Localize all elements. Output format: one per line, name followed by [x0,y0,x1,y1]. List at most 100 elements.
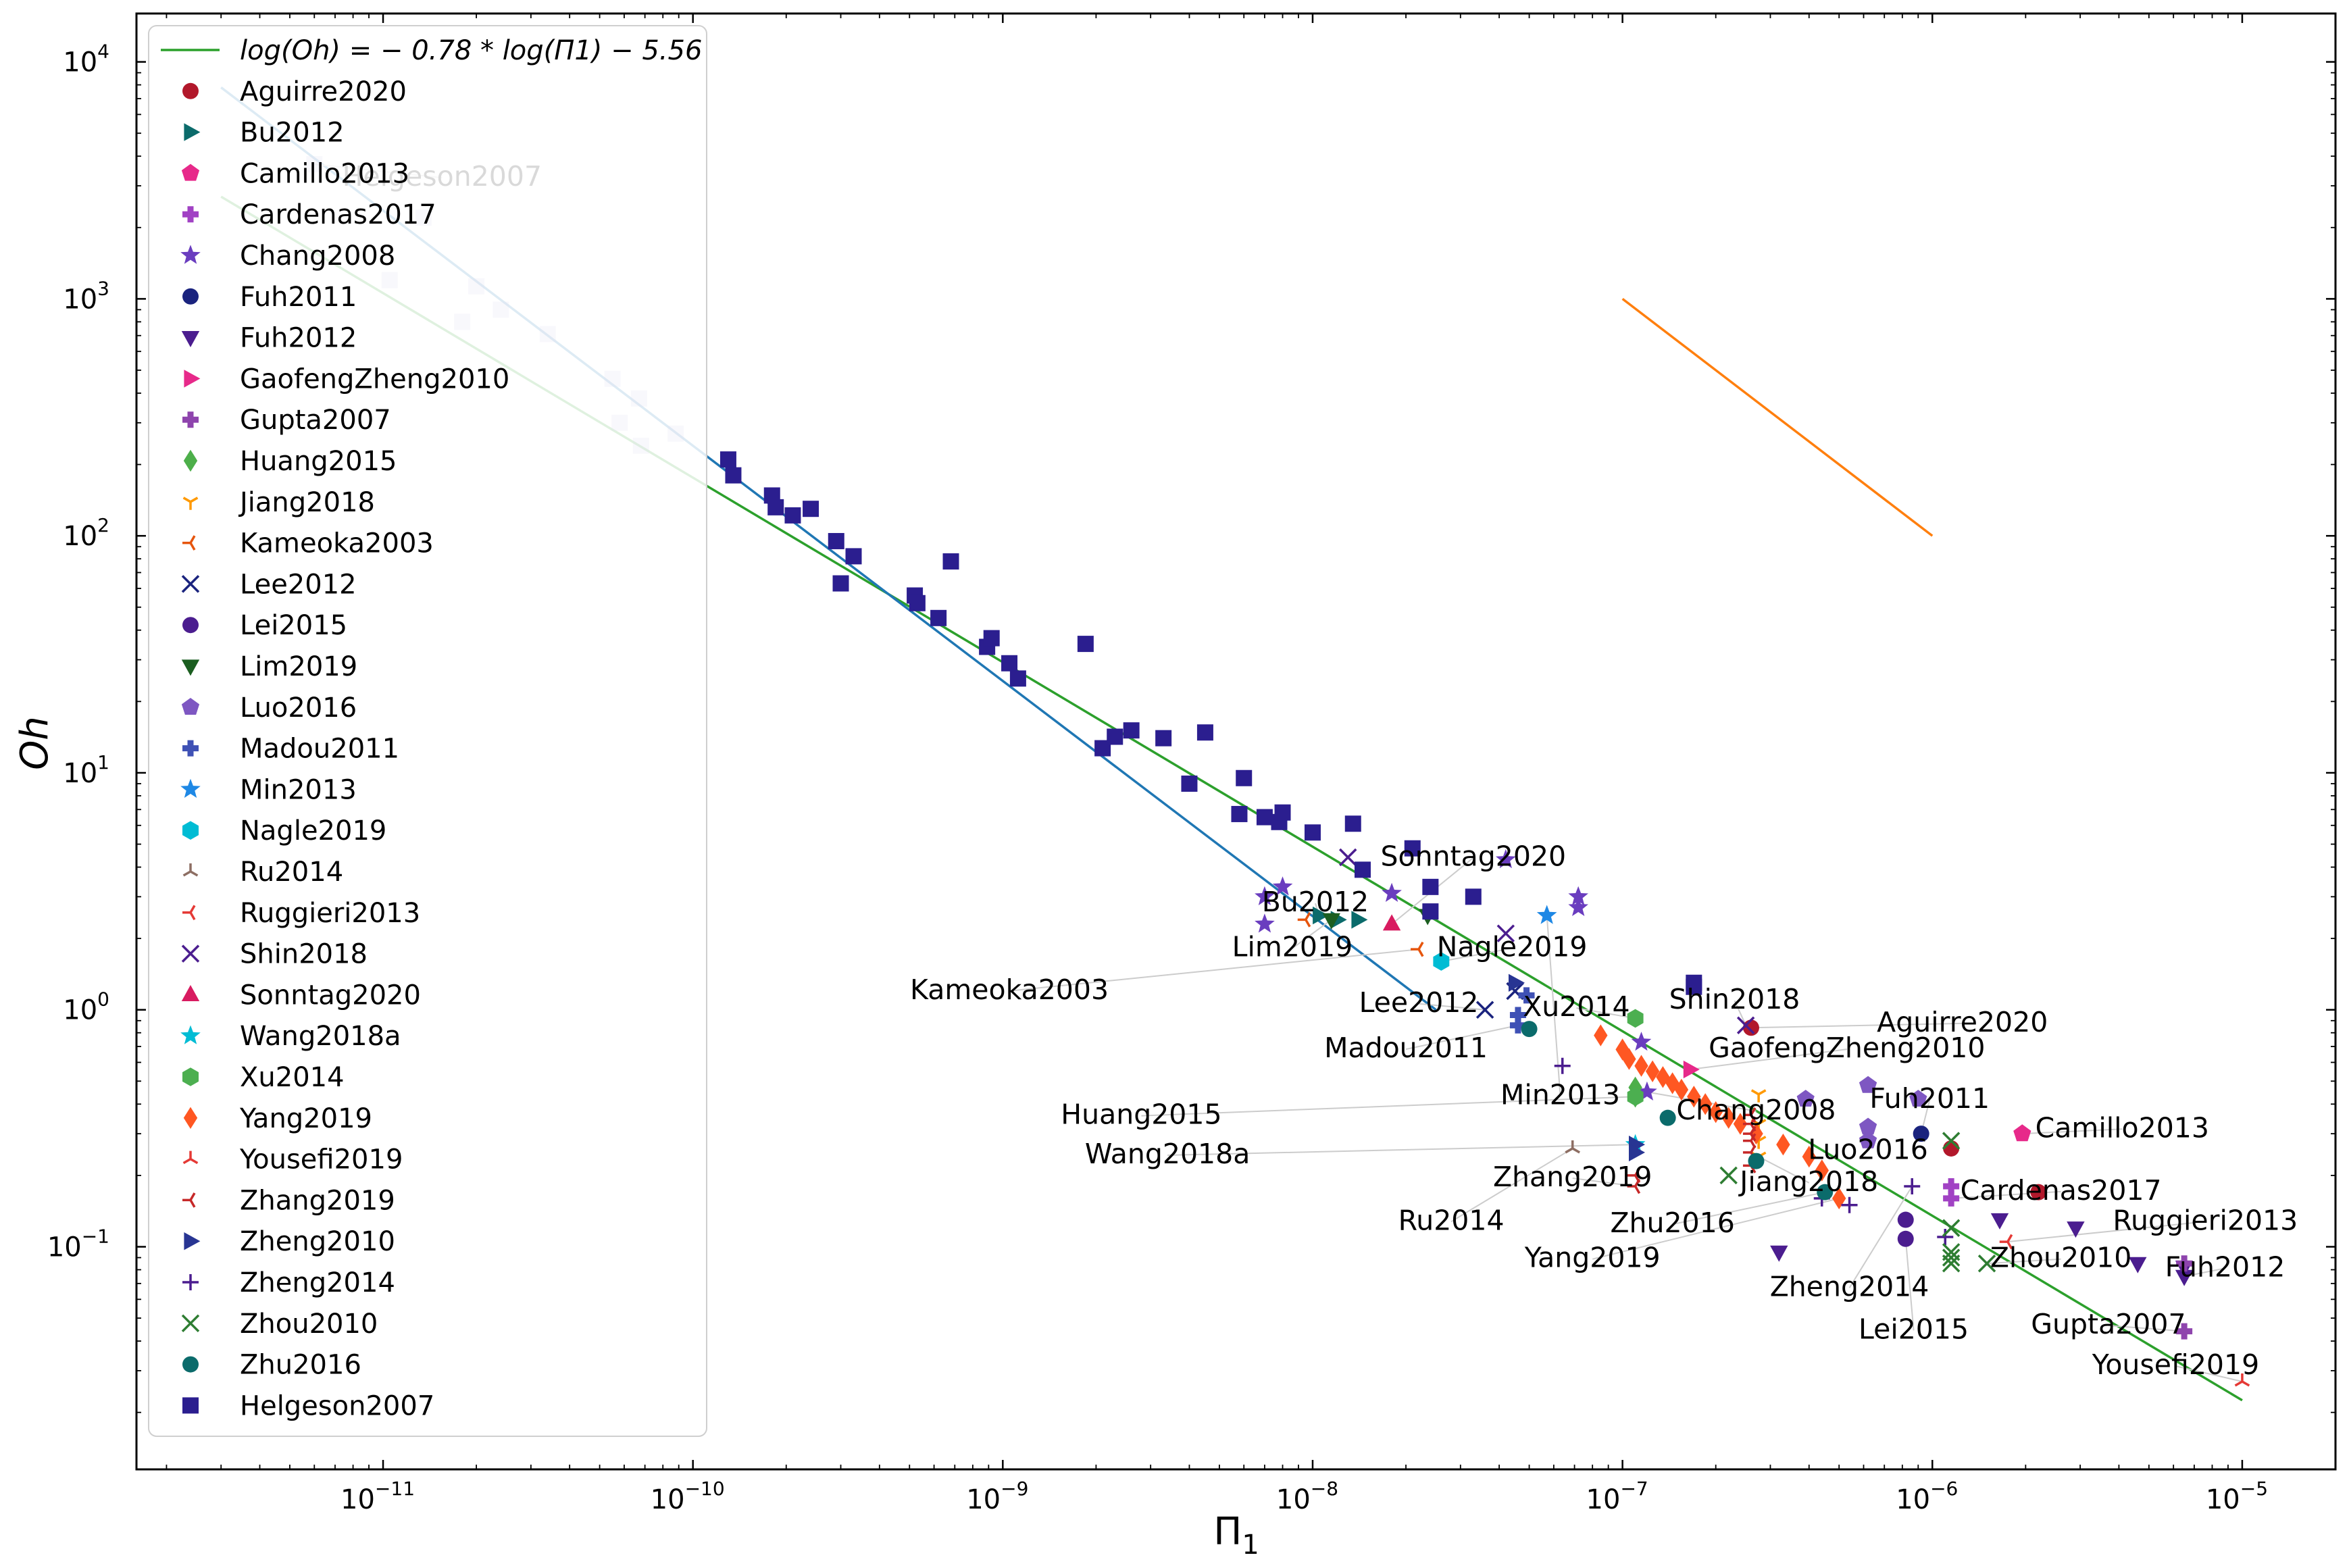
series-fuh2011 [1913,1126,1929,1142]
point-chang2008 [1637,1081,1657,1101]
point-shin2018 [1496,924,1515,942]
point-madou2011 [1518,987,1535,1004]
point-helgeson2007 [1196,724,1213,741]
legend-entry-yousefi2019: Yousefi2019 [182,1144,403,1175]
point-sonntag2020 [1382,914,1401,931]
annotation-leaders [314,163,2243,1382]
legend-marker-sonntag2020 [181,985,200,1001]
point-chang2008 [1255,913,1275,933]
legend-entry-ru2014: Ru2014 [182,857,343,888]
x-tick-label: 10−7 [1586,1477,1648,1515]
point-chang2008 [1568,886,1588,905]
annotation-lee2012: Lee2012 [1359,986,1479,1019]
legend-entry-yang2019: Yang2019 [183,1103,372,1134]
legend-entry-gupta2007: Gupta2007 [182,405,391,436]
legend-label-gaofengzheng2010: GaofengZheng2010 [240,363,509,395]
annotation-aguirre2020: Aguirre2020 [1877,1006,2048,1038]
legend-label-bu2012: Bu2012 [240,118,345,149]
legend-entry-zhou2010: Zhou2010 [181,1309,378,1340]
legend-entry-fuh2012: Fuh2012 [181,323,357,354]
point-helgeson2007 [1422,878,1439,895]
point-yang2019 [1721,1107,1736,1129]
point-zheng2014 [1904,1178,1921,1194]
legend-marker-zheng2014 [182,1274,199,1290]
annotation-cardenas2017: Cardenas2017 [1961,1174,2162,1207]
legend-marker-luo2016 [181,698,200,715]
legend-entry-kameoka2003: Kameoka2003 [182,528,434,559]
point-lee2012 [1475,1001,1494,1019]
annotation-lei2015: Lei2015 [1859,1313,1969,1345]
point-luo2016 [1859,1076,1877,1093]
legend-entry-xu2014: Xu2014 [182,1062,345,1093]
point-helgeson2007 [1231,805,1248,822]
point-helgeson2007 [1422,903,1439,920]
series-kameoka2003 [1297,912,1424,957]
legend-label-zheng2014: Zheng2014 [240,1267,395,1298]
legend-marker-jiang2018 [182,497,199,510]
series-nagle2019 [1433,952,1450,971]
annotation-leader-aguirre2020 [1750,1022,1963,1029]
series-yousefi2019 [2234,1373,2250,1387]
y-tick-label: 103 [63,277,109,315]
point-gaofengzheng2010 [1683,1060,1700,1079]
point-luo2016 [1859,1131,1877,1148]
point-yang2019 [1622,1048,1636,1070]
legend-entry-nagle2019: Nagle2019 [182,815,386,846]
point-yang2019 [1802,1145,1816,1168]
point-jiang2018 [1750,1089,1767,1103]
legend-label-ruggieri2013: Ruggieri2013 [240,898,420,929]
legend-box [148,25,707,1437]
point-lim2019 [1322,913,1340,930]
data-points [306,156,2250,1387]
y-axis-title: Oh [13,716,57,770]
annotation-lim2019: Lim2019 [1232,931,1353,963]
series-shin2018 [1339,848,1755,1034]
x-tick-label: 10−8 [1276,1477,1338,1515]
legend-entry-ruggieri2013: Ruggieri2013 [182,898,420,929]
point-cardenas2017 [1943,1178,1960,1194]
y-tick-label: 100 [63,988,109,1026]
legend-entry-zheng2014: Zheng2014 [182,1267,395,1298]
annotation-leader-zheng2014 [1848,1186,1913,1288]
legend-entry-cardenas2017: Cardenas2017 [182,199,436,230]
legend-marker-gupta2007 [182,411,199,428]
point-helgeson2007 [832,575,849,592]
point-helgeson2007 [983,630,1000,647]
point-lei2015 [1897,1211,1914,1228]
point-fuh2012 [2129,1257,2147,1273]
y-tick-label: 102 [63,514,109,552]
legend-entry-wang2018a: Wang2018a [180,1021,401,1052]
legend-label-fit-equation: log(Oh) = − 0.78 * log(Π1) − 5.56 [240,35,702,66]
point-chang2008 [1272,876,1293,896]
annotation-leader-ru2014 [1450,1148,1573,1223]
annotation-leader-fuh2012 [2183,1267,2225,1278]
point-helgeson2007 [1001,655,1018,672]
point-kameoka2003 [1297,912,1311,928]
legend-marker-nagle2019 [182,821,199,840]
legend-marker-lee2012 [181,575,200,593]
series-lei2015 [1897,1211,1914,1247]
point-zhu2016 [1748,1153,1765,1169]
annotation-gupta2007: Gupta2007 [2031,1308,2186,1340]
point-helgeson2007 [1354,861,1371,878]
legend-label-kameoka2003: Kameoka2003 [240,528,434,559]
point-helgeson2007 [1155,730,1172,747]
point-helgeson2007 [1404,840,1421,857]
point-yang2019 [1634,1055,1648,1077]
annotation-ru2014: Ru2014 [1398,1204,1505,1236]
legend-marker-min2013 [180,778,201,798]
series-min2013 [1536,905,1557,924]
legend-marker-yang2019 [183,1107,198,1129]
legend-label-camillo2013: Camillo2013 [240,158,409,189]
x-tick-label: 10−10 [651,1477,725,1515]
annotation-leader-zhu2016 [1672,1191,1825,1225]
annotation-huang2015: Huang2015 [1061,1098,1221,1131]
point-yang2019 [1687,1086,1701,1108]
legend-entry-gaofengzheng2010: GaofengZheng2010 [184,363,509,395]
point-chang2008 [1568,896,1588,916]
point-aguirre2020 [2030,1184,2047,1200]
legend-entry-sonntag2020: Sonntag2020 [181,980,421,1011]
legend-entry-helgeson2007: Helgeson2007 [182,1390,434,1421]
point-ru2014 [1565,1140,1581,1154]
point-chang2008 [1382,882,1402,902]
